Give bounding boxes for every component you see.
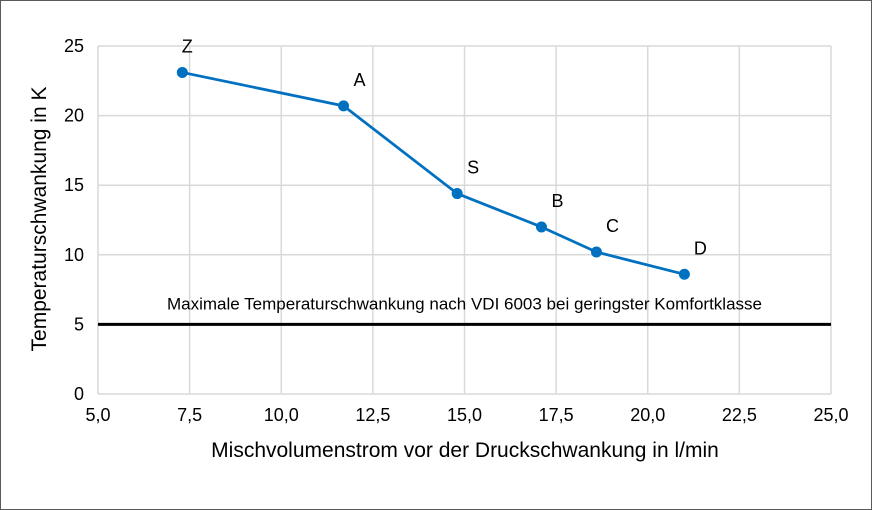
x-tick-label: 25,0 <box>813 405 848 425</box>
y-tick-label: 10 <box>64 245 84 265</box>
y-axis-title: Temperaturschwankung in K <box>28 87 51 352</box>
x-axis-ticks: 5,0 7,5 10,0 12,5 15,0 17,5 20,0 22,5 25,0 <box>85 405 848 425</box>
x-tick-label: 22,5 <box>722 405 757 425</box>
x-tick-label: 7,5 <box>177 405 202 425</box>
data-series: Z A S B C D <box>176 36 707 280</box>
data-point-label: D <box>694 238 707 258</box>
gridlines <box>97 45 832 395</box>
vdi-limit-label: Maximale Temperaturschwankung nach VDI 6… <box>167 294 762 313</box>
data-point-marker <box>590 246 602 258</box>
x-tick-label: 12,5 <box>355 405 390 425</box>
x-tick-label: 10,0 <box>264 405 299 425</box>
y-tick-label: 15 <box>64 175 84 195</box>
data-point-marker <box>176 66 188 78</box>
data-point-marker <box>338 100 350 112</box>
data-point-label: B <box>551 191 563 211</box>
y-tick-label: 20 <box>64 106 84 126</box>
data-point-marker <box>535 221 547 233</box>
data-point-label: C <box>606 216 619 236</box>
data-point-label: Z <box>182 36 193 56</box>
data-point-label: A <box>354 70 366 90</box>
y-tick-label: 5 <box>74 314 84 334</box>
data-point-marker <box>451 188 463 200</box>
x-tick-label: 5,0 <box>85 405 110 425</box>
y-tick-label: 0 <box>74 384 84 404</box>
reference-line: Maximale Temperaturschwankung nach VDI 6… <box>98 294 831 326</box>
x-tick-label: 15,0 <box>447 405 482 425</box>
x-axis-title: Mischvolumenstrom vor der Druckschwankun… <box>211 439 719 462</box>
x-tick-label: 20,0 <box>630 405 665 425</box>
data-point-label: S <box>467 158 479 178</box>
x-tick-label: 17,5 <box>539 405 574 425</box>
y-axis-ticks: 0 5 10 15 20 25 <box>64 36 84 404</box>
data-point-marker <box>678 268 690 280</box>
series-line <box>182 71 685 276</box>
y-tick-label: 25 <box>64 36 84 56</box>
